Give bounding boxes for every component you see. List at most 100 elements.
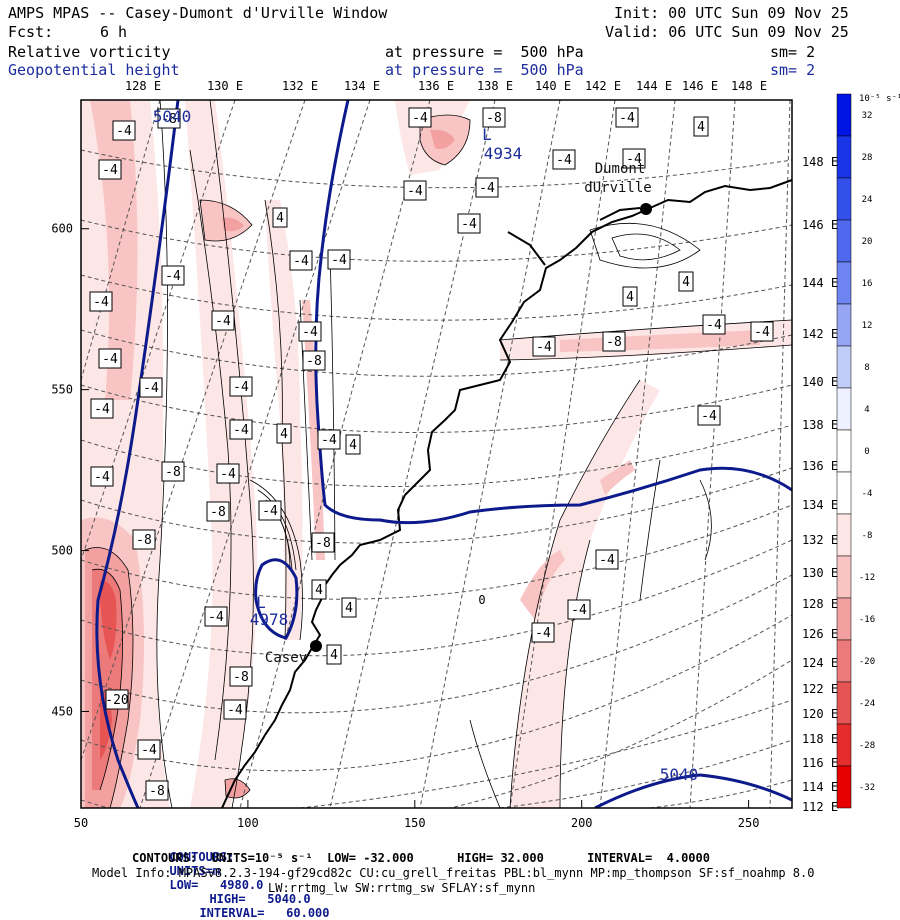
field1-level: at pressure = 500 hPa <box>385 43 584 61</box>
vorticity-label: -4 <box>227 703 243 718</box>
top-longitude-label: 144 E <box>636 79 672 93</box>
height-contour-label: 5040 <box>660 765 699 784</box>
vorticity-label-box <box>161 265 185 286</box>
vorticity-label-box <box>567 599 591 620</box>
vorticity-label-box <box>258 500 282 521</box>
height-contour-label: 4978 <box>250 610 289 629</box>
colorbar-swatch <box>836 681 852 725</box>
top-longitude-label: 148 E <box>731 79 767 93</box>
station-label-dumont: Dumont <box>595 161 646 177</box>
colorbar-tick-label: -8 <box>862 531 873 541</box>
footer-height-low: LOW= 4980.0 <box>169 878 264 892</box>
vorticity-label: 4 <box>280 427 288 442</box>
vorticity-label: -8 <box>136 533 152 548</box>
latlon-grid <box>81 100 792 808</box>
height-contours <box>95 100 792 808</box>
top-longitude-label: 140 E <box>535 79 571 93</box>
vorticity-label-box <box>302 350 326 371</box>
vorticity-label: -4 <box>461 217 477 232</box>
vorticity-label: -4 <box>619 111 635 126</box>
vorticity-label: -4 <box>536 340 552 355</box>
height-contour-label: 4934 <box>484 144 523 163</box>
right-longitude-label: 132 E <box>802 533 838 547</box>
vorticity-label: 4 <box>315 583 323 598</box>
y-tick-label: 450 <box>51 704 73 718</box>
vorticity-label-box <box>276 423 292 444</box>
colorbar-tick-label: -12 <box>859 573 875 583</box>
colorbar-swatch <box>836 513 852 557</box>
top-longitude-label: 142 E <box>585 79 621 93</box>
vorticity-label-box <box>697 405 721 426</box>
top-longitude-label: 132 E <box>282 79 318 93</box>
colorbar-swatch <box>836 345 852 389</box>
colorbar-swatch <box>836 471 852 515</box>
colorbar-swatch <box>836 177 852 221</box>
vorticity-label: -4 <box>535 626 551 641</box>
x-tick-label: 250 <box>738 816 760 830</box>
vorticity-label: -4 <box>556 153 572 168</box>
vorticity-label: -4 <box>412 111 428 126</box>
colorbar-tick-label: 20 <box>862 237 873 247</box>
vorticity-label-box <box>206 501 230 522</box>
vorticity-label-box <box>622 286 638 307</box>
colorbar-swatch <box>836 387 852 431</box>
vorticity-label-box <box>211 310 235 331</box>
vorticity-label-box <box>223 699 247 720</box>
vorticity-label: -20 <box>105 693 128 708</box>
vorticity-label: 4 <box>682 275 690 290</box>
vorticity-label: 4 <box>330 648 338 663</box>
right-longitude-label: 126 E <box>802 627 838 641</box>
vorticity-label: -4 <box>93 295 109 310</box>
vorticity-label: -4 <box>599 553 615 568</box>
colorbar-swatch <box>836 93 852 137</box>
colorbar-tick-label: 0 <box>864 447 869 457</box>
right-longitude-label: 148 E <box>802 155 838 169</box>
vorticity-label: -4 <box>701 409 717 424</box>
axes: 50 100 150 200 250 450 500 550 600 128 E 130 E 132 … <box>51 79 838 830</box>
vorticity-label: -4 <box>479 181 495 196</box>
vorticity-label: -8 <box>210 505 226 520</box>
x-tick-label: 150 <box>404 816 426 830</box>
vorticity-label: -8 <box>161 112 177 127</box>
vorticity-label: 4 <box>349 438 357 453</box>
colorbar-tick-label: 28 <box>862 153 873 163</box>
right-longitude-label: 146 E <box>802 218 838 232</box>
right-longitude-label: 114 E <box>802 780 838 794</box>
colorbar-swatch <box>836 429 852 473</box>
vorticity-label: -4 <box>94 402 110 417</box>
vorticity-label-box <box>229 419 253 440</box>
vorticity-label-box <box>90 398 114 419</box>
vorticity-label: -4 <box>116 124 132 139</box>
vorticity-label-box <box>602 331 626 352</box>
colorbar-swatch <box>836 261 852 305</box>
low-marker: L <box>256 593 266 612</box>
colorbar-swatch <box>836 597 852 641</box>
vorticity-label: -4 <box>233 380 249 395</box>
vorticity-label-box <box>229 666 253 687</box>
vorticity-label-box <box>317 429 341 450</box>
vorticity-label-box <box>157 108 181 129</box>
vorticity-label-box <box>531 622 555 643</box>
footer-height-interval: INTERVAL= 60.000 <box>199 906 330 920</box>
top-longitude-label: 138 E <box>477 79 513 93</box>
vorticity-label: 4 <box>697 120 705 135</box>
colorbar-tick-label: 12 <box>862 321 873 331</box>
vorticity-label-box <box>475 177 499 198</box>
x-tick-label: 50 <box>74 816 88 830</box>
height-contour-label: 5040 <box>153 107 192 126</box>
colorbar-unit-label: 10⁻⁵ s⁻¹ <box>859 94 900 104</box>
colorbar-swatch <box>836 135 852 179</box>
vorticity-label-box <box>693 116 709 137</box>
vorticity-label-box <box>482 107 506 128</box>
vorticity-label: -8 <box>606 335 622 350</box>
footer-height-units: UNITS=m <box>169 864 221 878</box>
station-label-durville: dUrville <box>584 180 651 196</box>
vorticity-label: -4 <box>262 504 278 519</box>
vorticity-label: -8 <box>486 111 502 126</box>
vorticity-label: -4 <box>626 152 642 167</box>
colorbar: 10⁻⁵ s⁻¹ 32 28 24 20 16 12 8 4 0 -4 -8 -12 -16 -20 -24 -… <box>836 93 900 809</box>
vorticity-label: 4 <box>345 601 353 616</box>
vorticity-label-box <box>622 148 646 169</box>
x-tick-label: 200 <box>571 816 593 830</box>
vorticity-label: -4 <box>215 314 231 329</box>
